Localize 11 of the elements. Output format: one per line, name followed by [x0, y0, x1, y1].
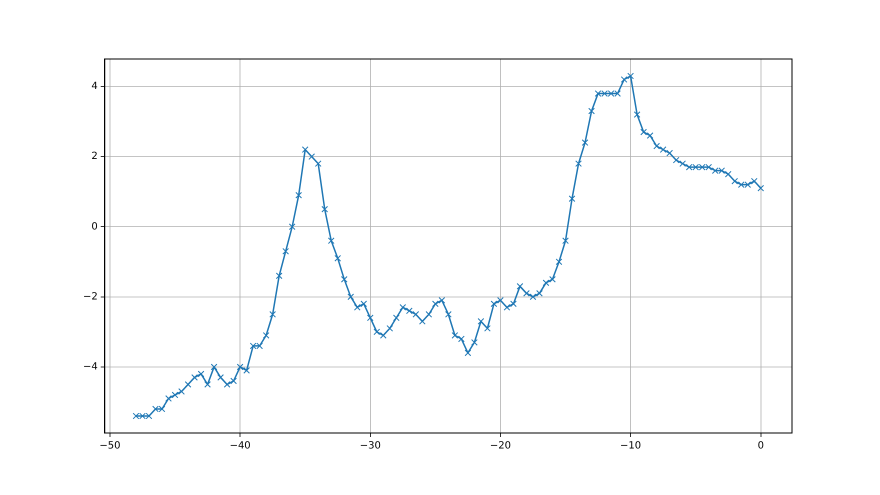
x-tick-label: −20	[490, 440, 511, 452]
x-tick-label: −40	[230, 440, 251, 452]
y-tick-label: 0	[91, 221, 98, 232]
y-tick-label: −4	[82, 362, 98, 373]
x-tick-label: −50	[99, 440, 120, 452]
x-tick-label: 0	[758, 440, 764, 452]
x-tick-label: −30	[360, 440, 381, 452]
y-tick-label: −2	[82, 291, 98, 302]
y-tick-label: 2	[91, 151, 98, 162]
y-tick-label: 4	[91, 81, 98, 92]
x-tick-label: −10	[620, 440, 642, 452]
